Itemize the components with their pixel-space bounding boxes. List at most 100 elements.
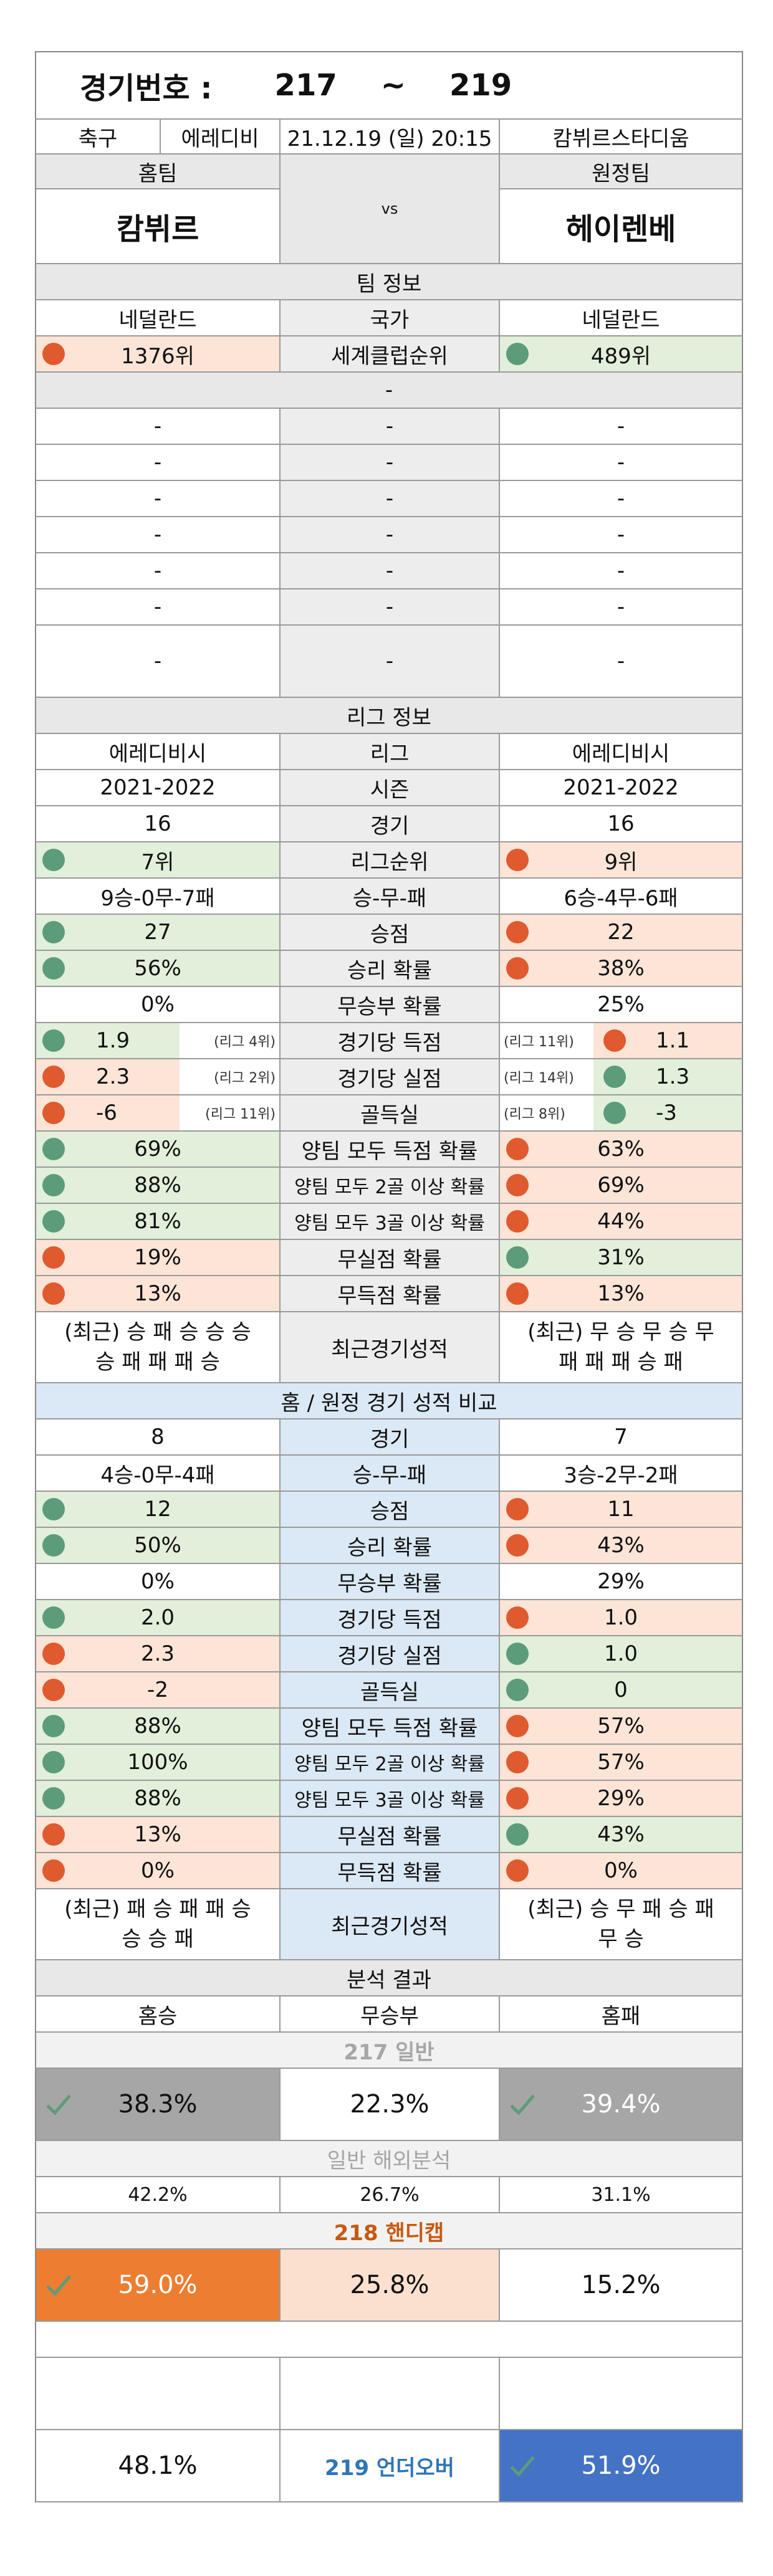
empty-row: --- xyxy=(35,409,743,445)
btts2-label: 양팀 모두 2골 이상 확률 xyxy=(281,1168,500,1203)
dash: - xyxy=(617,450,625,475)
analysis-title: 분석 결과 xyxy=(36,1960,742,1995)
dash: - xyxy=(617,558,625,583)
home-recent-line2: 승 패 패 패 승 xyxy=(95,1350,220,1375)
status-dot xyxy=(42,1029,65,1052)
home-team-label: 홈팀 xyxy=(36,155,279,189)
status-dot xyxy=(506,1174,529,1196)
ha-home-no-score: 0% xyxy=(141,1858,175,1883)
points-label: 승점 xyxy=(281,915,500,950)
conceded-row: 2.3 (리그 2위) 경기당 실점 (리그 14위) 1.3 xyxy=(35,1059,743,1095)
home-conceded-rank: (리그 2위) xyxy=(214,1071,276,1086)
home-clean-sheet: 19% xyxy=(134,1245,181,1270)
ha-points-label: 승점 xyxy=(281,1492,500,1527)
under-over-title: 219 언더오버 xyxy=(281,2430,500,2501)
home-draw-prob: 0% xyxy=(36,987,281,1022)
handicap-home-win: 59.0% xyxy=(118,2271,198,2299)
home-away-title: 홈 / 원정 경기 성적 비교 xyxy=(36,1383,742,1418)
dash: - xyxy=(617,414,625,439)
away-team-label: 원정팀 xyxy=(500,155,742,189)
ha-home-win-prob: 50% xyxy=(134,1533,181,1558)
status-dot xyxy=(506,849,529,871)
btts-label: 양팀 모두 득점 확률 xyxy=(281,1132,500,1166)
ha-home-scored: 2.0 xyxy=(140,1605,175,1630)
col-home-win: 홈승 xyxy=(36,1996,281,2031)
empty-row: --- xyxy=(35,517,743,553)
team-info-title: 팀 정보 xyxy=(36,264,742,299)
league-label: 리그 xyxy=(281,734,500,769)
match-number-to: 219 xyxy=(449,68,512,103)
general-home-loss: 39.4% xyxy=(581,2090,661,2119)
away-world-rank: 489위 xyxy=(590,343,651,369)
general-home-win: 38.3% xyxy=(118,2090,198,2119)
ha-away-draw-prob: 29% xyxy=(597,1569,645,1594)
status-dot xyxy=(42,1534,65,1557)
home-scored: 1.9 xyxy=(96,1028,130,1053)
match-number-tilde: ~ xyxy=(380,68,406,103)
status-dot xyxy=(42,1174,65,1196)
check-icon xyxy=(510,2094,535,2116)
ha-points-row: 12 승점 11 xyxy=(35,1492,743,1528)
ha-home-btts3: 88% xyxy=(134,1786,181,1811)
dash: - xyxy=(617,649,625,674)
away-no-score: 13% xyxy=(597,1281,645,1306)
ha-away-win-prob: 43% xyxy=(597,1533,645,1558)
ha-conceded-label: 경기당 실점 xyxy=(281,1636,500,1671)
dash: - xyxy=(36,553,281,588)
ha-away-clean-sheet: 43% xyxy=(597,1822,645,1847)
status-dot xyxy=(506,1138,529,1160)
check-icon xyxy=(510,2456,535,2477)
away-country: 네덜란드 xyxy=(582,307,660,333)
ha-away-conceded: 1.0 xyxy=(603,1641,638,1666)
status-dot xyxy=(506,1534,529,1557)
home-no-score: 13% xyxy=(134,1281,181,1306)
overseas-home-loss: 31.1% xyxy=(591,2183,651,2206)
status-dot xyxy=(42,921,65,943)
home-team-name: 캄뷔르 xyxy=(116,212,199,247)
away-btts3: 44% xyxy=(597,1209,645,1234)
status-dot xyxy=(506,1246,529,1269)
games-row: 16 경기 16 xyxy=(35,806,743,842)
draw-prob-row: 0% 무승부 확률 25% xyxy=(35,987,743,1023)
col-draw: 무승부 xyxy=(281,1996,500,2031)
no-score-label: 무득점 확률 xyxy=(281,1276,500,1311)
status-dot xyxy=(42,1066,65,1088)
league-info-title: 리그 정보 xyxy=(36,698,742,733)
ha-away-scored: 1.0 xyxy=(603,1605,638,1630)
ha-away-btts3: 29% xyxy=(597,1786,645,1811)
under-over-row: 48.1% 219 언더오버 51.9% xyxy=(35,2430,743,2502)
status-dot xyxy=(42,1715,65,1737)
dash: - xyxy=(36,517,281,552)
dash: - xyxy=(36,481,281,516)
ha-away-goal-diff: 0 xyxy=(614,1677,628,1702)
away-games: 16 xyxy=(607,811,635,836)
dash: - xyxy=(617,594,625,619)
status-dot xyxy=(42,1679,65,1701)
away-team-name: 헤이렌베 xyxy=(565,212,676,247)
match-analysis-sheet: 경기번호 : 217 ~ 219 축구 에레디비 21.12.19 (일) 20… xyxy=(35,51,743,2502)
ha-home-draw-prob: 0% xyxy=(36,1564,281,1599)
away-goal-diff-rank: (리그 8위) xyxy=(504,1107,565,1122)
btts2-row: 88% 양팀 모두 2골 이상 확률 69% xyxy=(35,1168,743,1204)
empty-row: --- xyxy=(35,626,743,698)
home-btts: 69% xyxy=(134,1137,181,1162)
ha-home-goal-diff: -2 xyxy=(147,1677,168,1702)
status-dot xyxy=(42,1498,65,1520)
home-recent-line1: (최근) 승 패 승 승 승 xyxy=(64,1320,251,1345)
home-btts2: 88% xyxy=(134,1173,181,1198)
check-icon xyxy=(46,2094,71,2116)
ha-no-score-label: 무득점 확률 xyxy=(281,1853,500,1888)
ha-clean-sheet-row: 13% 무실점 확률 43% xyxy=(35,1817,743,1853)
ha-draw-prob-row: 0% 무승부 확률 29% xyxy=(35,1564,743,1600)
ha-recent-form-label: 최근경기성적 xyxy=(281,1889,500,1959)
general-row: 38.3% 22.3% 39.4% xyxy=(35,2069,743,2141)
dash: - xyxy=(36,409,281,444)
handicap-home-loss: 15.2% xyxy=(581,2271,661,2299)
ha-home-points: 12 xyxy=(144,1497,171,1522)
ha-home-conceded: 2.3 xyxy=(140,1641,175,1666)
world-rank-row: 1376위 세계클럽순위 489위 xyxy=(35,336,743,373)
away-wdl: 6승-4무-6패 xyxy=(564,885,678,911)
season-label: 시즌 xyxy=(281,770,500,805)
